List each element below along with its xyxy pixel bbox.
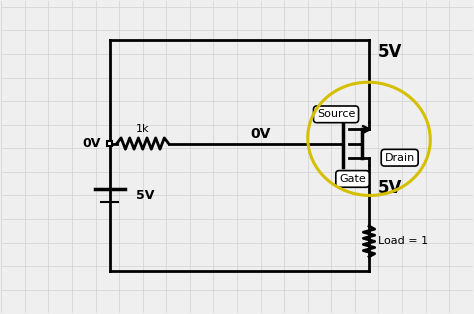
Text: Load = 1: Load = 1 <box>378 236 428 246</box>
Text: 0V: 0V <box>83 137 101 150</box>
Text: 1k: 1k <box>136 124 149 134</box>
Text: 5V: 5V <box>377 43 402 61</box>
Text: Source: Source <box>317 109 355 119</box>
Text: Drain: Drain <box>384 153 415 163</box>
Text: 5V: 5V <box>136 189 154 202</box>
Text: 5V: 5V <box>377 179 402 198</box>
Bar <box>107 141 112 146</box>
Text: 0V: 0V <box>250 127 271 141</box>
Text: Gate: Gate <box>339 174 366 184</box>
